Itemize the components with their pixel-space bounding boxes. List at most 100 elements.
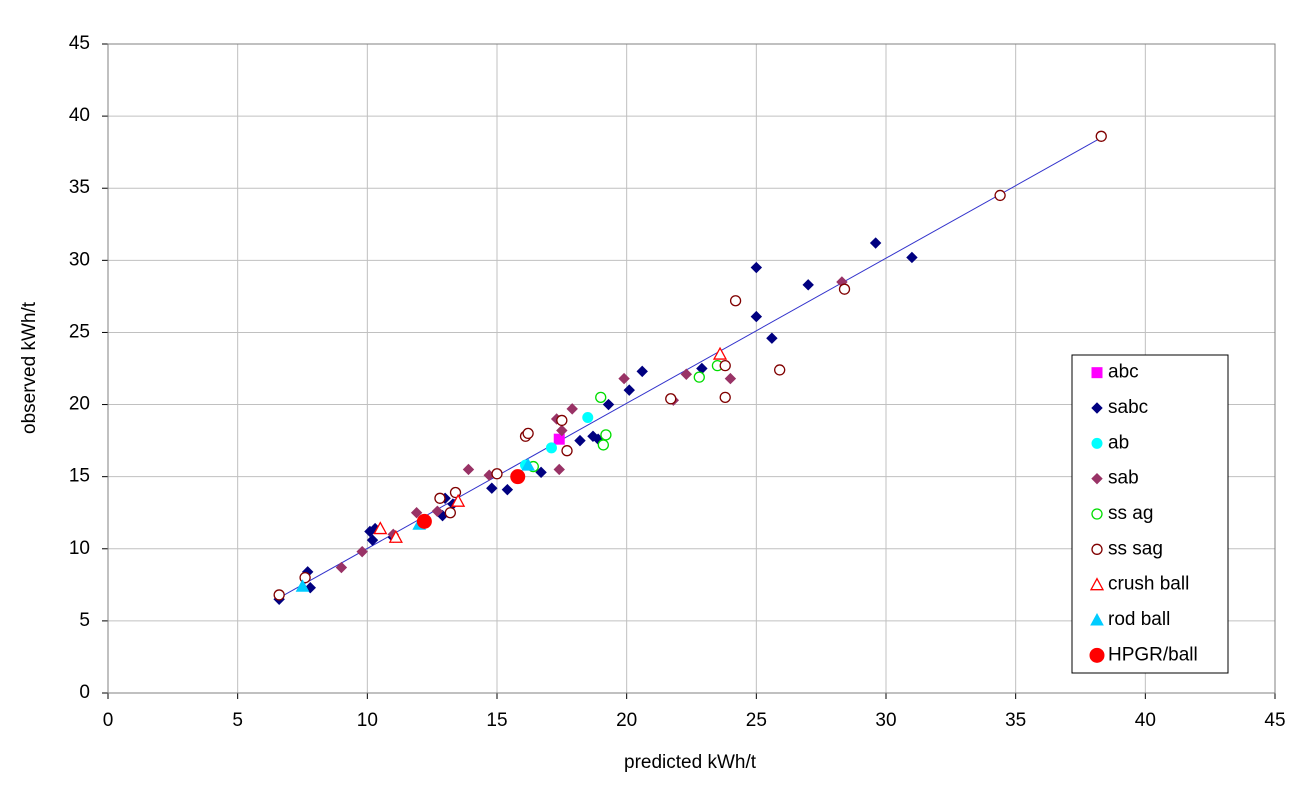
- marker: [486, 482, 498, 494]
- marker: [719, 391, 731, 403]
- legend-item: ss sag: [1091, 538, 1163, 559]
- marker: [680, 368, 693, 380]
- marker: [766, 332, 778, 344]
- marker: [719, 359, 731, 372]
- marker: [906, 251, 918, 264]
- y-tick-label: 35: [69, 177, 90, 198]
- x-tick-label: 40: [1135, 710, 1156, 731]
- marker: [724, 372, 737, 385]
- marker: [1091, 543, 1103, 555]
- y-tick-label: 30: [69, 249, 90, 270]
- marker: [356, 545, 368, 558]
- x-tick-label: 45: [1264, 710, 1285, 731]
- legend-item: ss ag: [1091, 503, 1153, 524]
- marker: [636, 365, 648, 378]
- marker: [712, 346, 728, 360]
- legend-label: abc: [1108, 362, 1139, 383]
- marker: [1091, 508, 1103, 520]
- marker: [1089, 647, 1105, 663]
- legend-item: crush ball: [1089, 574, 1189, 595]
- marker: [410, 507, 423, 519]
- x-axis-label: predicted kWh/t: [624, 752, 757, 773]
- plot-frame: [107, 43, 1276, 694]
- legend-item: sabc: [1091, 397, 1148, 418]
- marker: [566, 403, 578, 415]
- marker: [556, 414, 568, 427]
- marker: [556, 424, 568, 437]
- y-tick-label: 25: [69, 321, 90, 342]
- marker: [491, 468, 503, 480]
- x-tick-label: 25: [746, 710, 767, 731]
- marker: [561, 445, 573, 457]
- marker: [1091, 402, 1103, 414]
- legend-label: sabc: [1108, 397, 1148, 418]
- marker: [1091, 437, 1103, 449]
- marker: [434, 492, 446, 504]
- legend-item: sab: [1091, 468, 1139, 489]
- x-tick-label: 0: [103, 710, 114, 731]
- marker: [416, 513, 432, 529]
- marker: [431, 505, 444, 517]
- marker: [802, 279, 814, 291]
- marker: [774, 364, 786, 376]
- y-tick-label: 40: [69, 105, 90, 126]
- marker: [388, 529, 403, 543]
- marker: [597, 439, 609, 451]
- legend-label: ss sag: [1108, 538, 1163, 559]
- marker: [1090, 612, 1104, 626]
- marker: [553, 463, 565, 476]
- marker: [553, 433, 565, 445]
- marker: [366, 534, 379, 546]
- marker: [510, 469, 526, 485]
- marker: [582, 412, 594, 424]
- marker: [665, 393, 677, 405]
- marker: [273, 589, 285, 601]
- marker: [444, 507, 456, 519]
- marker: [521, 458, 535, 471]
- marker: [545, 442, 557, 454]
- legend-item: HPGR/ball: [1089, 644, 1198, 665]
- marker: [618, 372, 630, 385]
- marker: [522, 427, 534, 440]
- y-tick-label: 10: [69, 538, 90, 559]
- marker: [600, 429, 612, 441]
- y-tick-label: 20: [69, 394, 90, 415]
- marker: [295, 579, 310, 592]
- marker: [1091, 367, 1103, 379]
- x-tick-label: 5: [232, 710, 243, 731]
- marker: [535, 466, 547, 479]
- legend-item: abc: [1091, 362, 1139, 383]
- x-tick-label: 15: [486, 710, 507, 731]
- legend-label: rod ball: [1108, 609, 1170, 630]
- x-tick-label: 30: [875, 710, 896, 731]
- x-tick-label: 35: [1005, 710, 1026, 731]
- marker: [574, 434, 586, 447]
- legend-item: ab: [1091, 432, 1129, 453]
- y-tick-label: 15: [69, 466, 90, 487]
- trend-line: [278, 137, 1102, 599]
- legend-label: sab: [1108, 468, 1139, 489]
- x-tick-label: 20: [616, 710, 637, 731]
- marker: [373, 521, 388, 535]
- marker: [602, 398, 615, 411]
- marker: [693, 371, 705, 383]
- marker: [838, 283, 851, 295]
- legend-label: HPGR/ball: [1108, 644, 1198, 665]
- legend-item: rod ball: [1090, 609, 1170, 630]
- y-tick-label: 0: [79, 682, 90, 703]
- marker: [1089, 577, 1105, 591]
- marker: [623, 384, 635, 396]
- marker: [994, 189, 1006, 202]
- marker: [451, 493, 466, 507]
- y-tick-label: 45: [69, 33, 90, 54]
- marker: [595, 391, 607, 403]
- marker: [750, 261, 763, 274]
- legend-label: crush ball: [1108, 574, 1189, 595]
- marker: [462, 463, 475, 476]
- legend-label: ab: [1108, 432, 1129, 453]
- marker: [1091, 472, 1103, 485]
- y-tick-label: 5: [79, 610, 90, 631]
- x-tick-label: 10: [357, 710, 378, 731]
- marker: [335, 561, 348, 574]
